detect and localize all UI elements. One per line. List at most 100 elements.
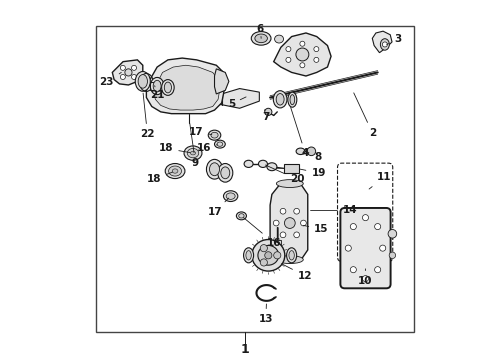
Ellipse shape (246, 251, 251, 260)
Ellipse shape (153, 80, 161, 92)
Ellipse shape (162, 80, 174, 95)
Ellipse shape (267, 163, 277, 171)
Bar (96, 26, 414, 332)
Circle shape (296, 48, 309, 61)
Text: 14: 14 (311, 206, 358, 216)
Text: 13: 13 (259, 304, 273, 324)
Text: 6: 6 (257, 24, 264, 39)
Bar (150, 82, 154, 90)
Circle shape (363, 275, 368, 282)
Text: 23: 23 (99, 72, 122, 87)
Ellipse shape (210, 163, 220, 176)
Ellipse shape (276, 180, 303, 188)
Polygon shape (215, 69, 229, 94)
Ellipse shape (380, 39, 390, 50)
FancyBboxPatch shape (341, 208, 391, 288)
Ellipse shape (208, 130, 221, 140)
Circle shape (314, 46, 319, 51)
Circle shape (286, 46, 291, 51)
Ellipse shape (236, 212, 246, 220)
Circle shape (280, 232, 286, 238)
Circle shape (131, 75, 137, 80)
Ellipse shape (218, 163, 233, 182)
Polygon shape (270, 182, 308, 263)
Text: 12: 12 (282, 264, 312, 281)
Text: 15: 15 (303, 224, 329, 234)
Ellipse shape (172, 169, 178, 173)
Text: 17: 17 (189, 127, 212, 136)
Text: 10: 10 (358, 269, 372, 286)
Text: 22: 22 (140, 93, 155, 139)
Text: 9: 9 (190, 123, 199, 168)
Circle shape (382, 42, 388, 47)
Ellipse shape (215, 140, 225, 148)
Ellipse shape (296, 148, 305, 154)
Text: 16: 16 (196, 143, 217, 153)
Circle shape (300, 63, 305, 68)
Circle shape (131, 66, 137, 70)
Circle shape (300, 41, 305, 46)
Ellipse shape (206, 159, 222, 179)
Ellipse shape (258, 160, 268, 167)
Circle shape (121, 66, 125, 70)
Ellipse shape (239, 214, 244, 218)
Ellipse shape (165, 163, 185, 179)
Bar (156, 82, 160, 90)
Ellipse shape (223, 191, 238, 202)
Circle shape (286, 57, 291, 62)
Ellipse shape (276, 256, 303, 264)
Ellipse shape (211, 132, 218, 138)
Ellipse shape (169, 166, 181, 176)
Circle shape (260, 244, 268, 252)
Circle shape (350, 267, 356, 273)
Circle shape (260, 259, 268, 266)
Ellipse shape (191, 151, 196, 155)
Circle shape (265, 108, 272, 116)
Text: 17: 17 (208, 198, 229, 217)
Bar (274, 240, 281, 244)
Circle shape (307, 147, 316, 156)
Circle shape (125, 69, 132, 76)
Circle shape (345, 245, 351, 251)
Circle shape (350, 224, 356, 230)
Ellipse shape (244, 248, 254, 263)
Ellipse shape (273, 91, 287, 108)
Ellipse shape (289, 251, 294, 260)
Ellipse shape (251, 32, 271, 45)
Text: 18: 18 (147, 172, 172, 184)
Polygon shape (153, 65, 220, 110)
Circle shape (375, 224, 381, 230)
Circle shape (294, 208, 299, 214)
Text: 18: 18 (159, 143, 190, 153)
Text: 5: 5 (228, 97, 246, 109)
Circle shape (314, 57, 319, 62)
Ellipse shape (244, 160, 253, 167)
Text: 4: 4 (291, 107, 309, 158)
Text: 20: 20 (266, 165, 304, 184)
Ellipse shape (226, 193, 235, 199)
Circle shape (280, 208, 286, 214)
Ellipse shape (290, 95, 294, 105)
Polygon shape (274, 33, 331, 76)
Text: 3: 3 (387, 35, 401, 44)
Ellipse shape (184, 146, 202, 160)
Ellipse shape (276, 94, 284, 105)
Ellipse shape (221, 167, 230, 179)
Polygon shape (112, 60, 143, 85)
Circle shape (375, 267, 381, 273)
Ellipse shape (258, 246, 279, 265)
Circle shape (363, 215, 368, 221)
Text: 11: 11 (369, 172, 392, 189)
Ellipse shape (287, 248, 296, 263)
Ellipse shape (164, 82, 171, 93)
Circle shape (388, 229, 397, 238)
Circle shape (265, 252, 272, 259)
Text: 8: 8 (307, 152, 321, 162)
Ellipse shape (187, 148, 199, 158)
Text: 19: 19 (300, 168, 326, 178)
Text: 16: 16 (244, 218, 281, 248)
Text: 1: 1 (241, 343, 249, 356)
Circle shape (121, 75, 125, 80)
Bar (285, 164, 299, 173)
Polygon shape (372, 31, 392, 53)
